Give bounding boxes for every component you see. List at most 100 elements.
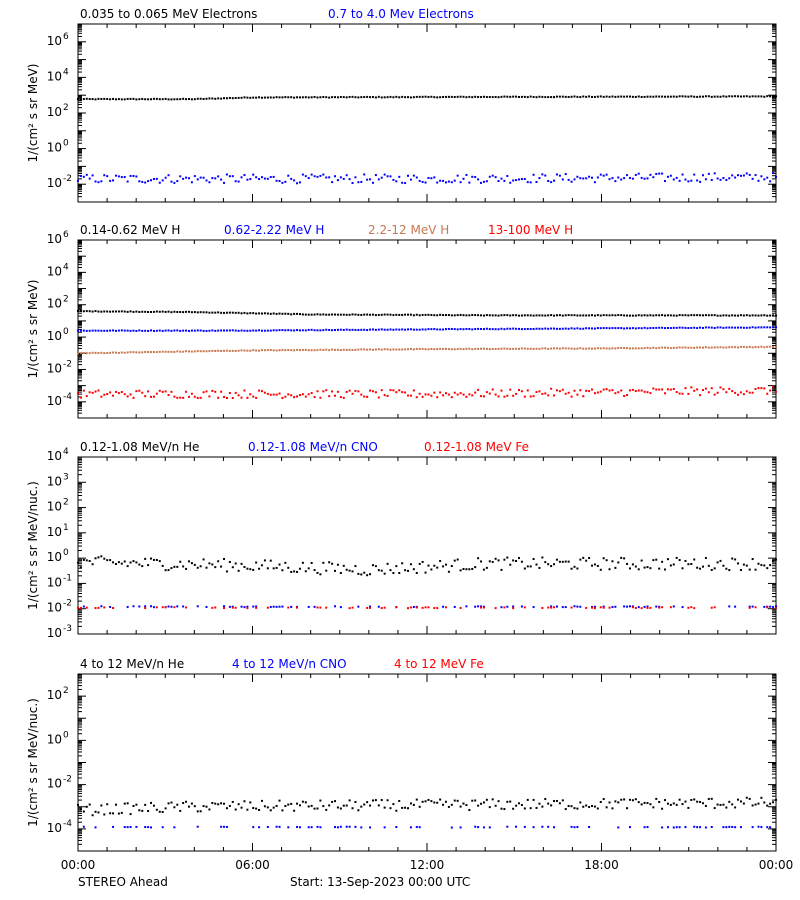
data-point (465, 347, 468, 350)
data-point (296, 348, 299, 351)
data-point (427, 95, 430, 98)
data-point (339, 349, 342, 352)
data-point (234, 808, 237, 811)
data-point (214, 566, 217, 569)
data-point (170, 350, 173, 353)
data-point (298, 349, 301, 352)
data-point (234, 311, 237, 314)
data-point (228, 605, 231, 608)
data-point (661, 826, 664, 829)
data-point (558, 560, 561, 563)
data-point (459, 392, 462, 395)
data-point (757, 326, 760, 329)
data-point (520, 328, 523, 331)
data-point (187, 350, 190, 353)
data-point (223, 607, 226, 610)
data-point (164, 310, 167, 313)
data-point (214, 329, 217, 332)
data-point (742, 95, 745, 98)
data-point (775, 605, 777, 608)
data-point (316, 175, 319, 178)
data-point (339, 396, 342, 399)
data-point (474, 347, 477, 350)
data-point (260, 390, 263, 393)
data-point (734, 95, 737, 98)
data-point (252, 568, 255, 571)
data-point (579, 314, 582, 317)
data-point (231, 800, 234, 803)
data-point (465, 314, 468, 317)
data-point (398, 175, 401, 178)
data-point (407, 328, 410, 331)
data-point (158, 810, 161, 813)
data-point (214, 311, 217, 314)
data-point (532, 347, 535, 350)
data-point (468, 347, 471, 350)
data-point (301, 96, 304, 99)
data-point (664, 346, 667, 349)
data-point (675, 176, 678, 179)
data-point (745, 346, 748, 349)
data-point (360, 393, 363, 396)
data-point (658, 388, 661, 391)
data-point (593, 392, 596, 395)
data-point (608, 347, 611, 350)
data-point (567, 805, 570, 808)
data-point (579, 96, 582, 99)
data-point (97, 389, 100, 392)
data-point (658, 567, 661, 570)
data-point (453, 605, 456, 608)
data-point (763, 346, 766, 349)
data-point (526, 96, 529, 99)
data-point (450, 314, 453, 317)
data-point (243, 311, 246, 314)
data-point (623, 557, 626, 560)
data-point (555, 173, 558, 176)
data-point (701, 802, 704, 805)
data-point (164, 606, 167, 609)
data-point (281, 329, 284, 332)
data-point (252, 173, 255, 176)
data-point (310, 313, 313, 316)
data-point (728, 605, 731, 608)
data-point (480, 395, 483, 398)
y-tick-exponent: 2 (63, 295, 69, 305)
data-point (220, 349, 223, 352)
data-point (386, 394, 389, 397)
data-point (389, 807, 392, 810)
data-point (634, 607, 637, 610)
data-point (284, 349, 287, 352)
data-point (357, 605, 360, 608)
data-point (515, 314, 518, 317)
data-point (696, 314, 699, 317)
legend-label: 0.62-2.22 MeV H (224, 223, 324, 237)
data-point (707, 391, 710, 394)
data-point (97, 97, 100, 100)
data-point (655, 797, 658, 800)
y-tick-exponent: -3 (63, 624, 72, 634)
data-point (106, 329, 109, 332)
data-point (307, 313, 310, 316)
data-point (442, 565, 445, 568)
data-point (141, 97, 144, 100)
data-point (588, 557, 591, 560)
data-point (193, 805, 196, 808)
data-point (471, 394, 474, 397)
data-point (342, 804, 345, 807)
data-point (517, 388, 520, 391)
data-point (348, 348, 351, 351)
data-point (643, 177, 646, 180)
data-point (488, 348, 491, 351)
data-point (366, 574, 369, 577)
data-point (304, 801, 307, 804)
data-point (649, 95, 652, 98)
data-point (450, 328, 453, 331)
data-point (199, 97, 202, 100)
data-point (284, 561, 287, 564)
data-point (392, 389, 395, 392)
data-point (246, 808, 249, 811)
data-point (599, 801, 602, 804)
data-point (424, 95, 427, 98)
data-point (82, 825, 85, 828)
data-point (555, 799, 558, 802)
